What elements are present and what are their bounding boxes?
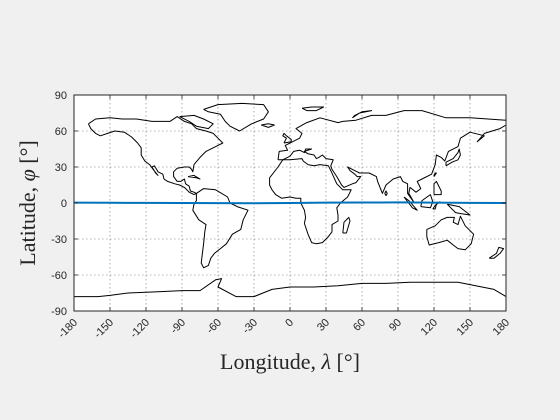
x-tick-label: -120 [128,317,152,341]
x-tick-label: -90 [168,317,188,337]
coastline-greenland [203,102,269,132]
x-tick-label: 60 [351,317,368,334]
coastline-sumatra [403,196,418,211]
y-tick-label: 0 [61,198,67,210]
x-tick-label: 90 [387,317,404,334]
series-layer [73,201,507,205]
x-tick-label: 180 [491,317,512,338]
y-tick-label: -60 [51,270,67,282]
series-line-0 [73,201,507,205]
x-axis-label: Longitude, λ [°] [220,349,360,374]
x-tick-label: -150 [92,317,116,341]
coastlines [74,102,507,298]
x-tick-label: -30 [240,317,260,337]
y-tick-label: 30 [55,162,67,174]
coastline-uk [282,132,292,144]
coastline-philippines [433,180,442,196]
y-tick-label: -90 [51,306,67,318]
y-tick-label: 60 [55,126,67,138]
coastline-japan [445,148,461,167]
x-tick-label: 30 [315,317,332,334]
coastline-africa [269,158,352,245]
coastline-cuba [187,174,201,180]
coastline-australia [426,215,475,251]
y-tick-label: -30 [51,234,67,246]
coastline-sri-lanka [384,190,388,197]
y-tick-label: 90 [55,90,67,102]
y-ticks: -90 -60 -30 0 30 60 90 [51,90,506,318]
coastline-new-guinea [446,203,471,216]
coastline-iceland [261,123,275,128]
coastline-taiwan [433,172,437,177]
x-tick-label: 120 [419,317,440,338]
coastline-north-america [87,116,224,196]
coastline-antarctica [74,278,507,298]
x-tick-label: 150 [455,317,476,338]
coastline-novaya-zemlya [352,110,373,119]
coastline-madagascar [342,216,351,234]
coastline-svalbard [301,106,325,112]
coastline-new-zealand [488,246,505,259]
coastline-canadian-arctic [179,114,214,130]
y-axis-label: Latitude, φ [°] [15,140,40,265]
x-tick-label: -60 [204,317,224,337]
x-tick-label: -180 [56,317,80,341]
x-tick-label: 0 [283,317,296,330]
